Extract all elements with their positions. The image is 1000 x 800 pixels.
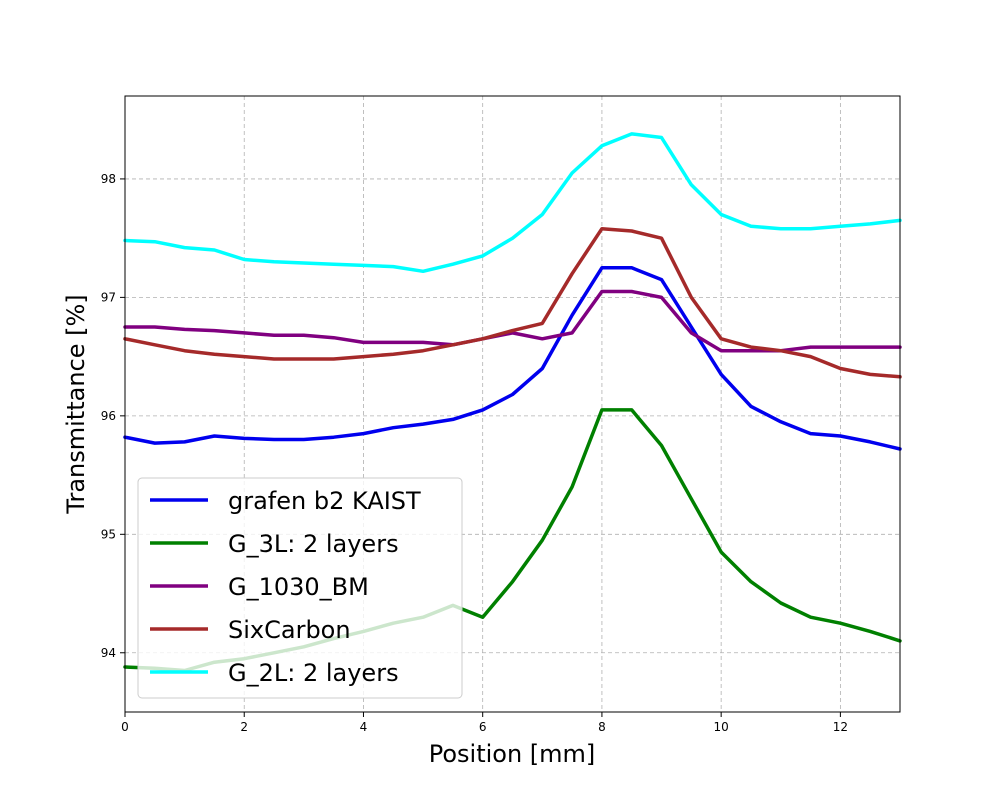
plot-frame <box>124 95 901 713</box>
legend-label: G_1030_BM <box>228 573 369 601</box>
x-tick-label: 4 <box>360 720 368 734</box>
x-tick-label: 10 <box>714 720 729 734</box>
axis-ticks: 0 2 4 6 8 10 12 94 95 96 97 98 <box>101 172 848 734</box>
x-tick-label: 2 <box>240 720 248 734</box>
y-axis-title: Transmittance [%] <box>62 294 90 514</box>
y-tick-label: 98 <box>101 172 116 186</box>
y-tick-label: 96 <box>101 409 116 423</box>
legend: grafen b2 KAIST G_3L: 2 layers G_1030_BM Si… <box>137 477 463 699</box>
y-tick-label: 94 <box>101 646 116 660</box>
legend-label: grafen b2 KAIST <box>228 487 421 515</box>
grid <box>124 96 900 712</box>
legend-label: G_2L: 2 layers <box>228 659 399 687</box>
series-line-1 <box>123 266 902 451</box>
y-tick-label: 97 <box>101 290 116 304</box>
legend-label: SixCarbon <box>228 616 351 644</box>
x-tick-label: 6 <box>479 720 487 734</box>
x-tick-label: 12 <box>833 720 848 734</box>
series-line-5 <box>123 132 902 274</box>
x-tick-label: 0 <box>121 720 129 734</box>
series-line-4 <box>123 226 902 379</box>
x-tick-label: 8 <box>598 720 606 734</box>
legend-label: G_3L: 2 layers <box>228 530 399 558</box>
x-axis-title: Position [mm] <box>429 740 596 768</box>
legend-box <box>137 477 463 699</box>
y-tick-label: 95 <box>101 527 116 541</box>
